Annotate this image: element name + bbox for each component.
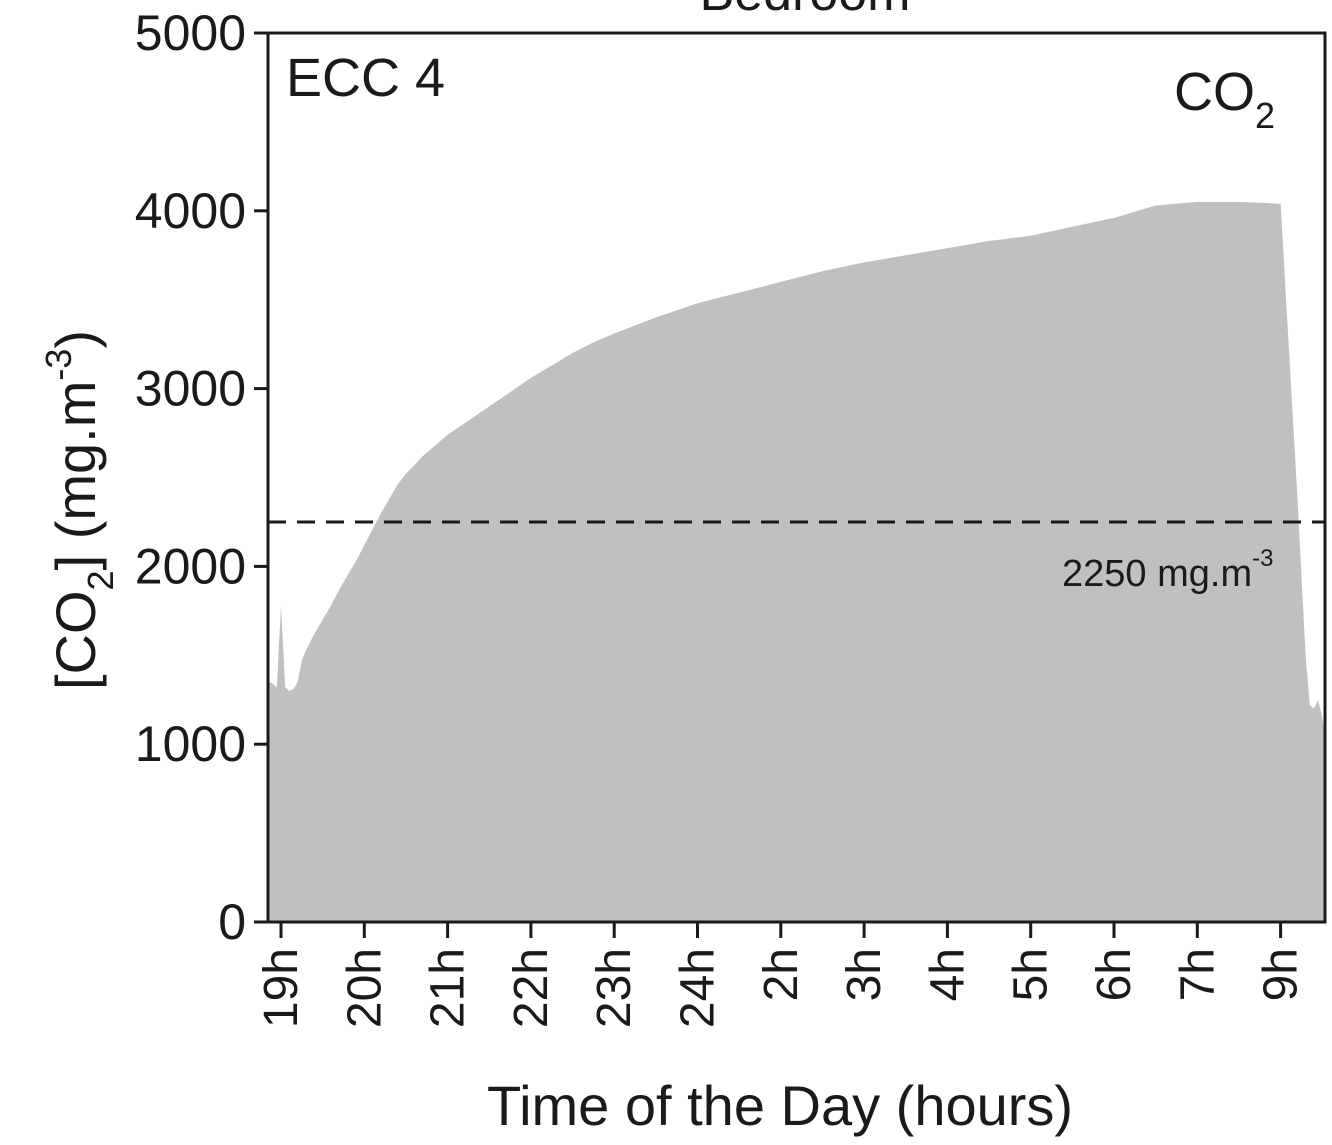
- x-tick-label-9h: 9h: [1255, 948, 1308, 1001]
- x-tick-label-2h: 2h: [755, 948, 808, 1001]
- x-tick-label-4h: 4h: [921, 948, 974, 1001]
- y-tick-label-1000: 1000: [135, 716, 246, 772]
- y-axis-label-mid: ] (mg.m: [44, 381, 107, 571]
- threshold-label: 2250 mg.m-3: [1062, 545, 1273, 595]
- x-tick-label-24h: 24h: [672, 948, 725, 1028]
- x-tick-label-20h: 20h: [338, 948, 391, 1028]
- area-layer: [269, 201, 1324, 922]
- x-tick-label-19h: 19h: [255, 948, 308, 1028]
- y-tick-label-4000: 4000: [135, 183, 246, 239]
- threshold-label-text: 2250 mg.m: [1062, 553, 1252, 595]
- x-axis: 19h 20h 21h 22h 23h 24h 2h 3h 4h 5h 6h 7h 9h: [255, 922, 1308, 1028]
- chart-title: Bedroom: [700, 0, 911, 22]
- threshold-label-sup: -3: [1252, 545, 1273, 572]
- x-tick-label-23h: 23h: [588, 948, 641, 1028]
- plot-frame: [266, 31, 1327, 924]
- co2-area-series-0: [269, 201, 1324, 922]
- y-axis-label-post: ): [44, 330, 107, 349]
- species-label-sub: 2: [1255, 95, 1275, 136]
- y-axis-label: [CO2] (mg.m-3): [38, 330, 121, 690]
- y-axis-label-pre: [CO: [44, 590, 107, 690]
- x-tick-label-3h: 3h: [838, 948, 891, 1001]
- x-tick-label-21h: 21h: [422, 948, 475, 1028]
- y-axis: 0 1000 2000 3000 4000 5000: [135, 5, 268, 950]
- x-tick-label-22h: 22h: [505, 948, 558, 1028]
- y-tick-label-0: 0: [218, 894, 246, 950]
- y-axis-label-sub: 2: [80, 570, 121, 590]
- y-tick-label-3000: 3000: [135, 361, 246, 417]
- x-axis-label: Time of the Day (hours): [487, 1074, 1073, 1137]
- panel-label: ECC 4: [286, 48, 445, 108]
- x-tick-label-6h: 6h: [1088, 948, 1141, 1001]
- x-tick-label-5h: 5h: [1005, 948, 1058, 1001]
- y-tick-label-5000: 5000: [135, 5, 246, 61]
- y-tick-label-2000: 2000: [135, 538, 246, 594]
- species-label-main: CO: [1174, 62, 1255, 122]
- species-label: CO2: [1174, 62, 1275, 136]
- x-tick-label-7h: 7h: [1171, 948, 1224, 1001]
- y-axis-label-sup: -3: [38, 349, 79, 381]
